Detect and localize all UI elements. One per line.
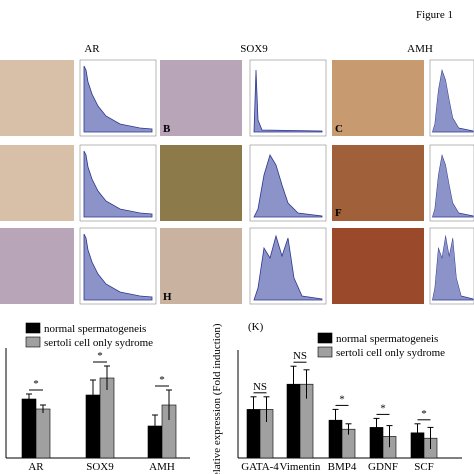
significance-label: * [380,402,386,414]
micrograph [332,228,424,304]
legend-label: normal spermatogeneis [44,323,146,335]
bar [21,398,37,459]
panel-letter: H [163,291,172,303]
micrographs [0,60,424,304]
column-title: AMH [407,43,433,55]
y-axis-label: Relative expression (Fold induction) [211,323,223,474]
x-tick-label: GATA-4 [241,461,279,473]
legend-label: sertoli cell only sydrome [336,347,445,359]
legend-swatch [317,332,333,344]
panel-label: (K) [248,321,264,333]
significance-label: NS [253,381,267,393]
x-tick-label: GDNF [368,461,398,473]
micrograph [160,145,242,221]
legend-swatch [25,322,41,334]
column-title: AR [84,43,100,55]
legend-label: sertoli cell only sydrome [44,337,153,349]
x-tick-label: AMH [149,461,175,473]
legend-swatch [317,346,333,358]
micrograph [332,60,424,136]
significance-label: * [339,393,345,405]
significance-label: * [33,378,39,390]
significance-label: * [421,408,427,420]
panel-letter: F [335,207,342,219]
micrograph [0,228,74,304]
column-title: SOX9 [240,43,268,55]
significance-label: * [97,350,103,362]
significance-label: * [159,374,165,386]
micrograph [160,60,242,136]
legend-label: normal spermatogeneis [336,333,438,345]
significance-label: NS [293,350,307,362]
figure-title: Figure 1 [416,9,453,21]
x-tick-label: SCF [414,461,434,473]
micrograph [160,228,242,304]
legend-swatch [25,336,41,348]
x-tick-label: AR [28,461,44,473]
panel-letter: B [163,123,171,135]
histograms [79,59,474,305]
x-tick-label: Vimentin [280,461,321,473]
x-tick-label: BMP4 [328,461,357,473]
bar [35,408,51,459]
micrograph [0,60,74,136]
micrograph [0,145,74,221]
x-tick-label: SOX9 [86,461,114,473]
panel-letter: C [335,123,343,135]
micrograph [332,145,424,221]
